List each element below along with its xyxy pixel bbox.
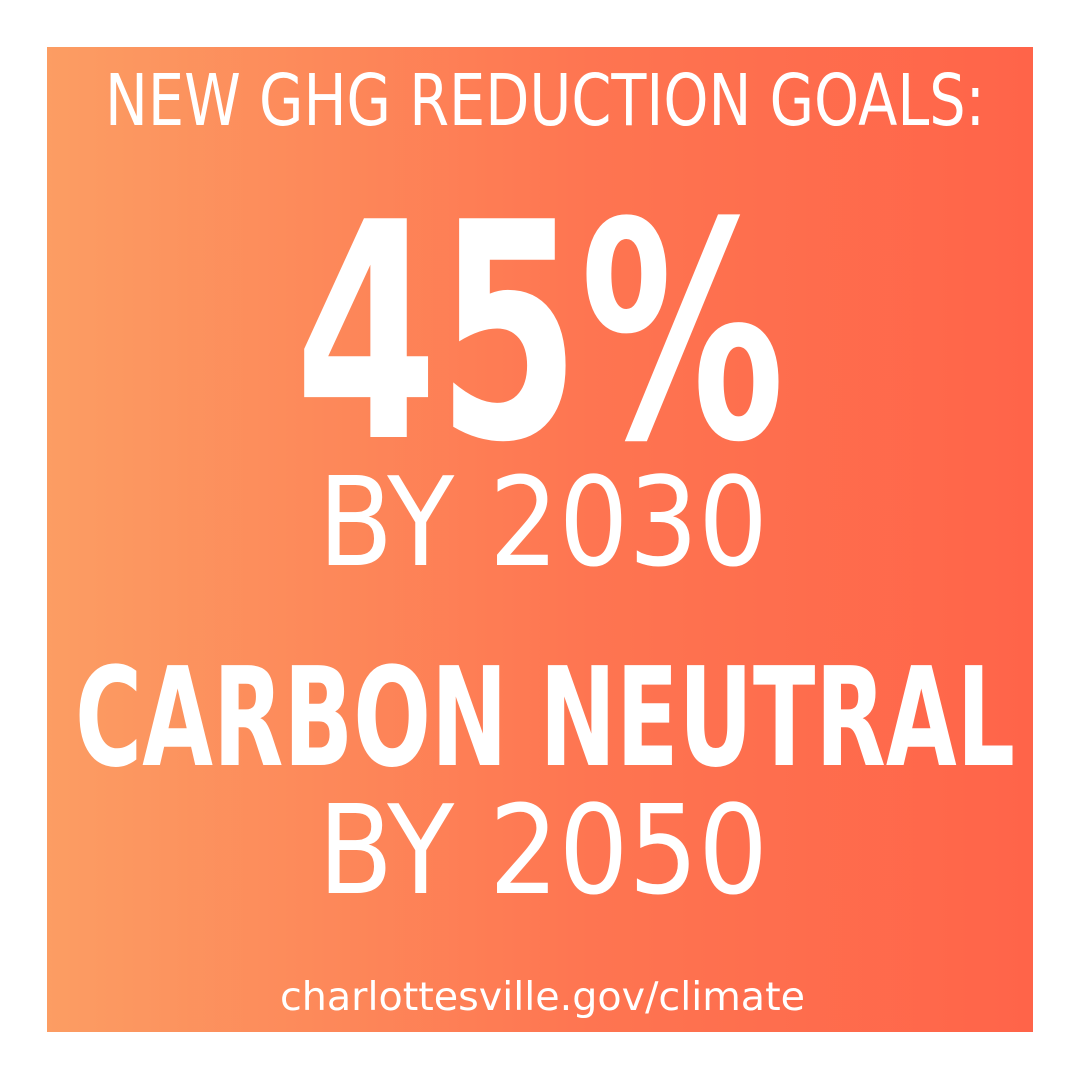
- goal-headline: 45%: [295, 159, 785, 508]
- goal-deadline: BY 2050: [318, 780, 768, 923]
- goal-headline: CARBON NEUTRAL: [75, 639, 1015, 798]
- footer-url: charlottesville.gov/climate: [280, 975, 805, 1020]
- panel: [47, 47, 1033, 1032]
- goal-deadline: BY 2030: [318, 452, 768, 595]
- title: NEW GHG REDUCTION GOALS:: [105, 59, 985, 142]
